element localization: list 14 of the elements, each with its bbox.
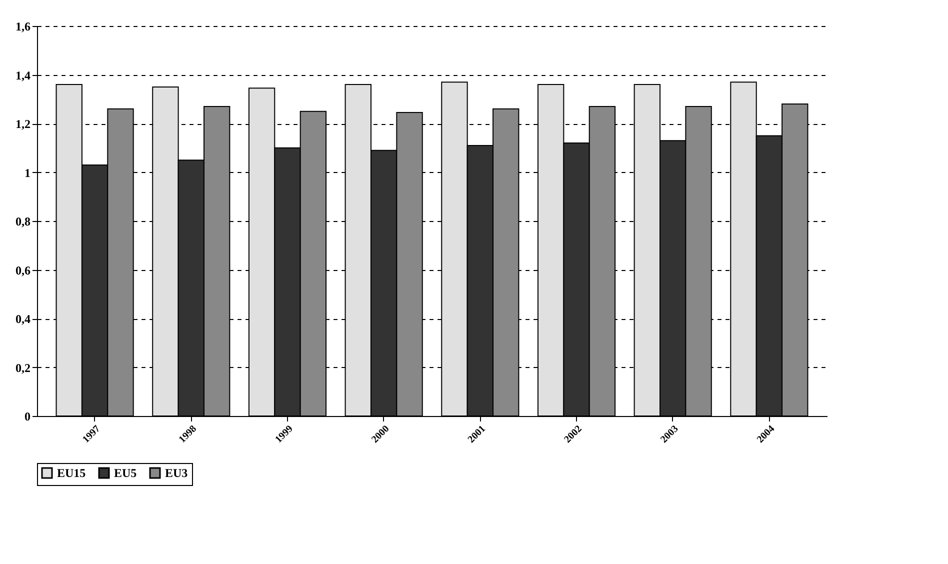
legend-label: EU3 [165,466,188,480]
x-tick-label: 1999 [273,424,296,446]
y-tick-label: 1,4 [16,68,30,82]
y-tick-label: 0,8 [16,214,30,228]
y-tick-label: 0 [24,410,30,424]
y-tick-label: 0,2 [16,360,30,375]
x-tick-label: 1998 [177,424,199,446]
y-tick-label: 1,6 [16,20,30,34]
y-tick-label: 0,4 [16,312,30,326]
legend-label: EU5 [114,466,137,480]
y-tick-label: 1 [24,166,30,180]
y-tick-label: 1,2 [16,117,30,131]
legend-label: EU15 [57,466,86,480]
y-tick-label: 0,6 [16,263,30,278]
